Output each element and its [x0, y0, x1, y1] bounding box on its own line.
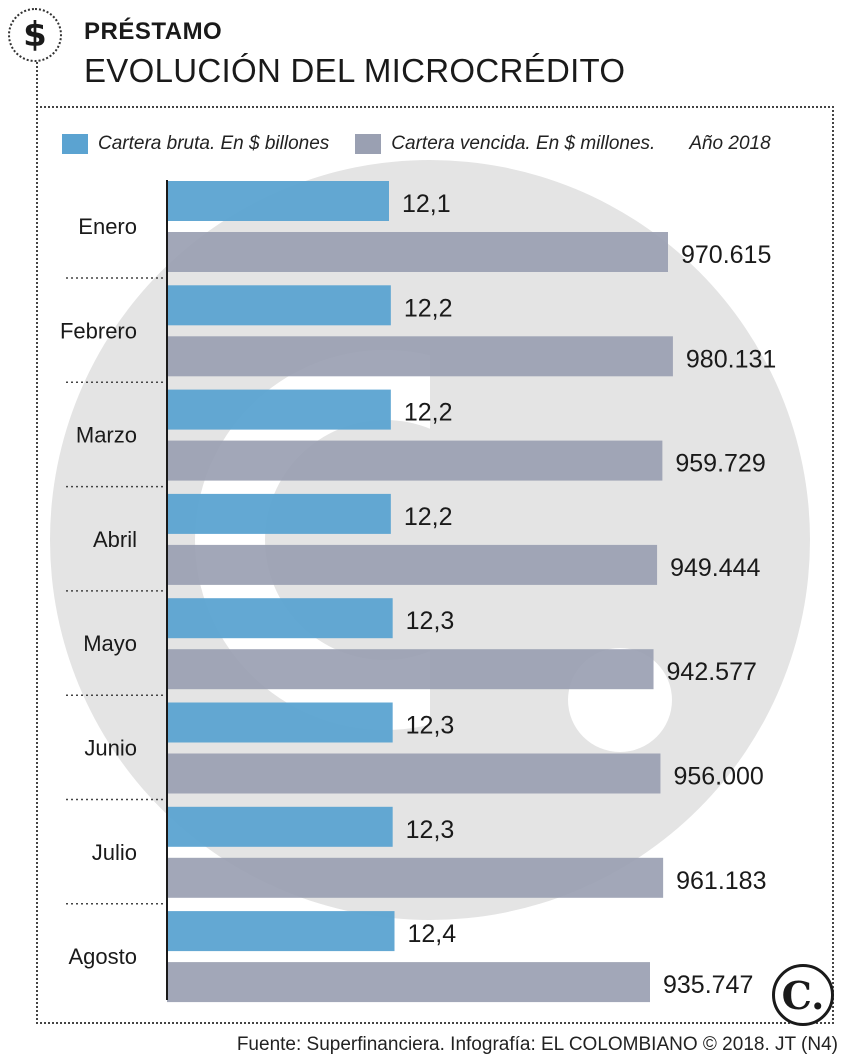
data-label-gross: 12,2 [404, 294, 453, 322]
legend: Cartera bruta. En $ billones Cartera ven… [62, 132, 771, 156]
frame-border-top [36, 106, 834, 108]
data-label-overdue: 942.577 [667, 658, 757, 686]
category-label: Agosto [69, 944, 138, 969]
bar-gross [167, 389, 391, 430]
section-kicker: PRÉSTAMO [84, 18, 223, 45]
category-label: Julio [92, 840, 137, 865]
bar-overdue [167, 544, 658, 585]
data-label-gross: 12,1 [402, 190, 451, 218]
data-label-overdue: 961.183 [676, 867, 766, 895]
chart-title: EVOLUCIÓN DEL MICROCRÉDITO [84, 52, 626, 89]
bar-gross [167, 806, 393, 847]
category-label: Marzo [76, 423, 137, 448]
bar-overdue [167, 962, 651, 1003]
data-label-gross: 12,4 [408, 920, 457, 948]
data-label-gross: 12,2 [404, 503, 453, 531]
bar-gross [167, 181, 389, 221]
data-label-overdue: 935.747 [663, 971, 753, 999]
category-label: Abril [93, 527, 137, 552]
legend-year: Año 2018 [689, 133, 771, 154]
data-label-overdue: 956.000 [673, 763, 763, 791]
category-label: Enero [78, 214, 137, 239]
data-label-overdue: 949.444 [670, 554, 760, 582]
bar-overdue [167, 440, 663, 481]
source-note: Fuente: Superfinanciera. Infografía: EL … [236, 1034, 838, 1055]
category-label: Junio [84, 736, 137, 761]
legend-label-gross: Cartera bruta. En $ billones [98, 133, 330, 154]
category-label: Febrero [60, 318, 137, 343]
bar-gross [167, 702, 393, 743]
bar-gross [167, 493, 391, 534]
frame-border-right [832, 106, 834, 1024]
bar-overdue [167, 857, 664, 898]
frame-border-bottom [36, 1022, 834, 1024]
bar-gross [167, 911, 395, 952]
data-label-overdue: 959.729 [675, 450, 765, 478]
dollar-sign-icon: $ [8, 8, 62, 62]
data-label-gross: 12,3 [406, 607, 455, 635]
bar-overdue [167, 753, 661, 794]
category-label: Mayo [83, 631, 137, 656]
bar-overdue [167, 649, 654, 690]
data-label-overdue: 970.615 [681, 241, 771, 269]
bar-gross [167, 285, 391, 326]
bar-overdue [167, 336, 673, 377]
data-label-gross: 12,3 [406, 816, 455, 844]
bar-gross [167, 598, 393, 639]
data-label-gross: 12,3 [406, 712, 455, 740]
el-colombiano-logo-icon: C. [772, 964, 834, 1026]
data-label-gross: 12,2 [404, 399, 453, 427]
frame-border-left [36, 62, 38, 1024]
legend-swatch-overdue [355, 134, 382, 154]
data-label-overdue: 980.131 [686, 345, 776, 373]
legend-label-overdue: Cartera vencida. En $ millones. [391, 133, 656, 154]
legend-swatch-gross [62, 134, 88, 154]
bar-overdue [167, 232, 668, 272]
